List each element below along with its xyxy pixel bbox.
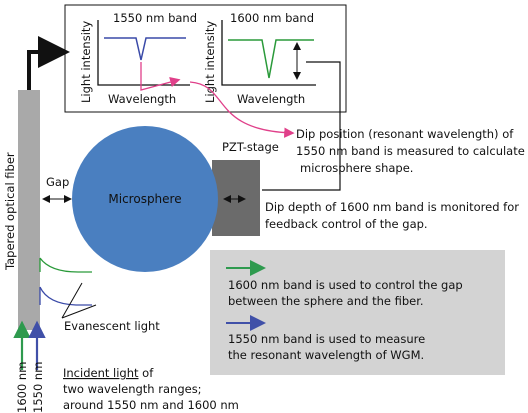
diagram: 1550 nm band Light intensity Wavelength …: [0, 0, 528, 413]
sphere-label: Microsphere: [108, 192, 181, 206]
stage-label: PZT-stage: [222, 140, 279, 154]
legend-text: 1600 nm band is used to control the gap: [228, 278, 463, 292]
incident-rest: of: [139, 366, 155, 380]
note: microsphere shape.: [300, 161, 413, 175]
output-arrow: [29, 52, 62, 90]
x-label: Wavelength: [108, 92, 176, 106]
note: feedback control of the gap.: [265, 217, 428, 231]
y-label: Light intensity: [203, 21, 217, 103]
plot-title: 1550 nm band: [113, 11, 197, 25]
incident-text: Incident light of: [63, 366, 154, 380]
incident-text: around 1550 nm and 1600 nm: [63, 398, 239, 412]
note: Dip depth of 1600 nm band is monitored f…: [265, 200, 519, 214]
note: Dip position (resonant wavelength) of: [296, 127, 514, 141]
legend-text: between the sphere and the fiber.: [228, 294, 424, 308]
plot-title: 1600 nm band: [230, 11, 314, 25]
gap-label: Gap: [46, 175, 69, 189]
x-label: Wavelength: [237, 92, 305, 106]
legend-text: the resonant wavelength of WGM.: [228, 348, 424, 362]
fiber: [18, 90, 40, 330]
legend-text: 1550 nm band is used to measure: [228, 332, 425, 346]
note: 1550 nm band is measured to calculate: [296, 144, 525, 158]
evanescent-label: Evanescent light: [64, 319, 160, 333]
incident-underlined: Incident light: [63, 366, 139, 380]
incident-text: two wavelength ranges;: [63, 382, 202, 396]
wavelength-label: 1550 nm: [31, 362, 45, 413]
stage: [212, 160, 260, 236]
evanescent-blue: [40, 287, 92, 305]
fiber-label: Tapered optical fiber: [3, 152, 17, 271]
wavelength-label: 1600 nm: [15, 362, 29, 413]
y-label: Light intensity: [79, 21, 93, 103]
evanescent-green: [40, 258, 92, 272]
